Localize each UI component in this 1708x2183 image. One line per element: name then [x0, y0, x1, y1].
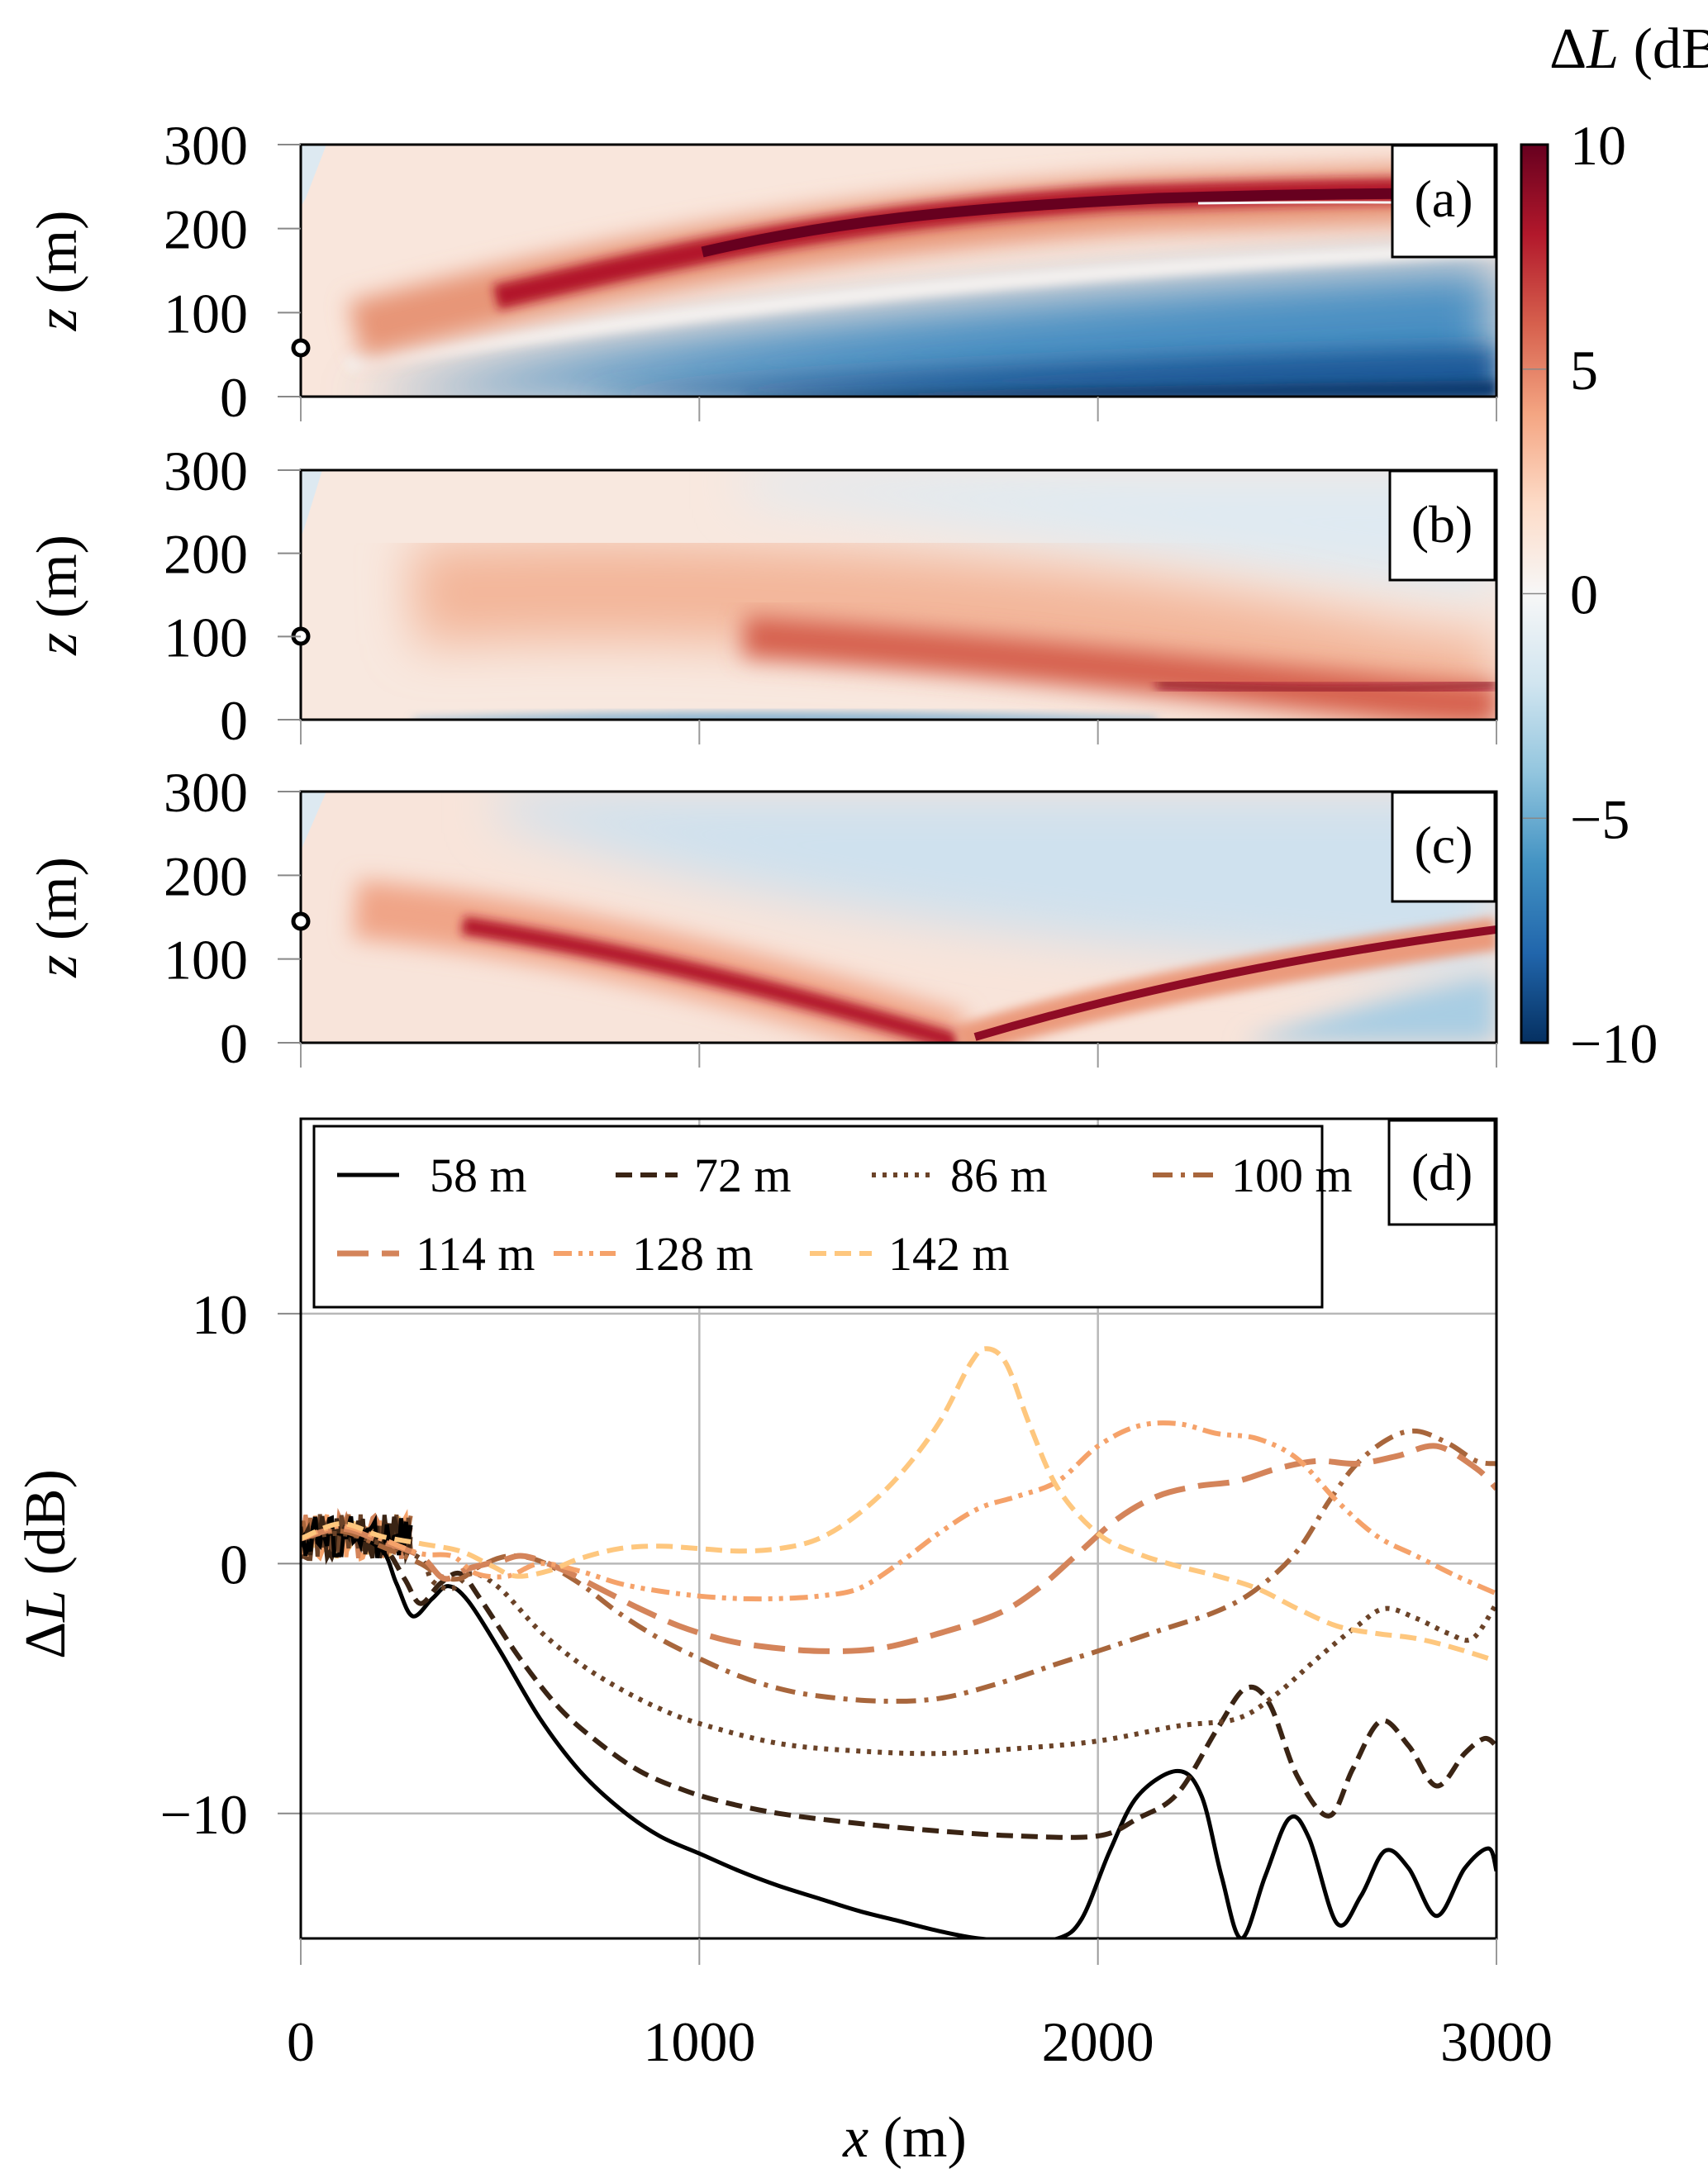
- colorbar-tick-label: −5: [1570, 787, 1629, 850]
- source-marker-c: [291, 911, 311, 931]
- panel-d-lines: [301, 1346, 1496, 1938]
- legend-label: 114 m: [416, 1227, 535, 1281]
- z-tick-label: 200: [164, 198, 248, 261]
- z-tick-label: 0: [220, 1012, 248, 1075]
- colorbar-tick-label: 5: [1570, 339, 1598, 402]
- series-line-72m: [301, 1528, 1496, 1840]
- z-axis-label: z (m): [26, 535, 89, 656]
- legend-label: 128 m: [632, 1227, 754, 1281]
- panel-tag-b: (b): [1388, 469, 1496, 582]
- heatmap-a-floor: [744, 380, 1496, 397]
- x-axis-label: x (m): [842, 2106, 967, 2170]
- legend-label: 72 m: [694, 1149, 792, 1202]
- legend-item: 72 m: [616, 1149, 792, 1202]
- series-line-86m: [301, 1530, 1496, 1757]
- legend-frame: [312, 1125, 1324, 1309]
- legend-item: 142 m: [810, 1227, 1010, 1281]
- heatmap-a-white-sep: [345, 240, 1496, 371]
- panel-tag-a: (a): [1391, 144, 1496, 259]
- heatmap-panel-c: [299, 790, 1498, 1044]
- legend-item: 58 m: [337, 1149, 527, 1202]
- svg-text:(a): (a): [1414, 169, 1472, 228]
- heatmap-b-top-left-corner: [301, 470, 322, 537]
- panel-b-frame: [299, 468, 1498, 721]
- heatmap-b-ridge: [742, 616, 1496, 720]
- colorbar-ticks: 10 5 0 −5 −10: [1523, 114, 1658, 1075]
- heatmap-c-ridge-right: [973, 925, 1496, 1041]
- heatmap-c-ridge-left: [461, 916, 962, 1043]
- z-tick-label: 0: [220, 366, 248, 429]
- heatmap-c-top-left-corner: [301, 792, 326, 851]
- heatmap-b-ridge-core: [1156, 680, 1496, 693]
- x-axis: 0 1000 2000 3000: [287, 1938, 1553, 2073]
- x-tick-label: 0: [287, 2010, 315, 2073]
- z-tick-label: 200: [164, 523, 248, 586]
- z-axis-label: z (m): [26, 857, 89, 978]
- z-tick-label: 300: [164, 761, 248, 824]
- z-tick-label: 300: [164, 114, 248, 177]
- y-tick-label: −10: [160, 1783, 248, 1846]
- z-tick-label: 300: [164, 440, 248, 502]
- series-line-142m: [301, 1346, 1496, 1664]
- panel-tag-c: (c): [1391, 791, 1496, 903]
- z-tick-label: 100: [164, 606, 248, 668]
- panel-d-frame: [299, 1117, 1498, 1940]
- panel-d-grid: 10 0 −10: [160, 1119, 1498, 1938]
- source-marker-a: [291, 338, 311, 358]
- series-line-100m: [301, 1428, 1496, 1704]
- x-tick-label: 1000: [643, 2010, 755, 2073]
- series-line-114m: [301, 1443, 1496, 1654]
- legend-label: 58 m: [430, 1149, 527, 1202]
- panel-d-ylabel: ΔL (dB): [14, 1469, 78, 1659]
- colorbar-tick-label: 10: [1570, 114, 1626, 177]
- z-tick-label: 200: [164, 844, 248, 907]
- z-tick-label: 100: [164, 282, 248, 345]
- legend-label: 100 m: [1231, 1149, 1353, 1202]
- x-tick-label: 3000: [1440, 2010, 1553, 2073]
- heatmap-panel-a: [299, 143, 1498, 398]
- z-axes: 0 100 200 300 z (m) 0 100 200 300 z (m) 0 100 200 300…: [26, 114, 1497, 1075]
- legend-item: 128 m: [554, 1227, 754, 1281]
- svg-text:(b): (b): [1411, 495, 1473, 554]
- panel-a-frame: [299, 143, 1498, 398]
- legend: 58 m 72 m 86 m 100 m 114 m 128 m 142 m: [312, 1125, 1353, 1309]
- colorbar: 10 5 0 −5 −10: [1520, 114, 1658, 1075]
- heatmap-c-blue-region: [496, 792, 1496, 975]
- x-tick-label: 2000: [1042, 2010, 1154, 2073]
- legend-item: 100 m: [1153, 1149, 1353, 1202]
- y-tick-label: 10: [192, 1283, 248, 1346]
- z-axis-label: z (m): [26, 211, 89, 332]
- heatmap-panel-b: [299, 468, 1498, 721]
- svg-text:(d): (d): [1411, 1143, 1473, 1201]
- legend-label: 142 m: [888, 1227, 1010, 1281]
- legend-item: 86 m: [872, 1149, 1048, 1202]
- series-line-128m: [301, 1420, 1496, 1602]
- z-tick-label: 100: [164, 929, 248, 992]
- heatmap-b-ridge-soft: [411, 540, 1496, 720]
- heatmap-b-upper-blue: [744, 470, 1496, 595]
- line-panel-d: 10 0 −10 (d) 58 m 72 m 86 m 100 m 114 m 128 m 14…: [160, 1117, 1498, 1940]
- series-line-58m: [301, 1531, 1496, 1938]
- z-tick-label: 0: [220, 689, 248, 752]
- colorbar-tick-label: 0: [1570, 564, 1598, 626]
- legend-label: 86 m: [950, 1149, 1048, 1202]
- y-tick-label: 0: [220, 1533, 248, 1596]
- legend-item: 114 m: [337, 1227, 535, 1281]
- heatmap-c-blue-lower-right: [1239, 975, 1496, 1043]
- colorbar-title: ΔL (dB): [1549, 17, 1708, 81]
- colorbar-tick-label: −10: [1570, 1012, 1658, 1075]
- heatmap-b-floor: [413, 713, 1157, 720]
- heatmap-a-top-left-corner: [301, 145, 326, 207]
- svg-text:(c): (c): [1414, 816, 1472, 874]
- panel-tag-d: (d): [1387, 1119, 1496, 1226]
